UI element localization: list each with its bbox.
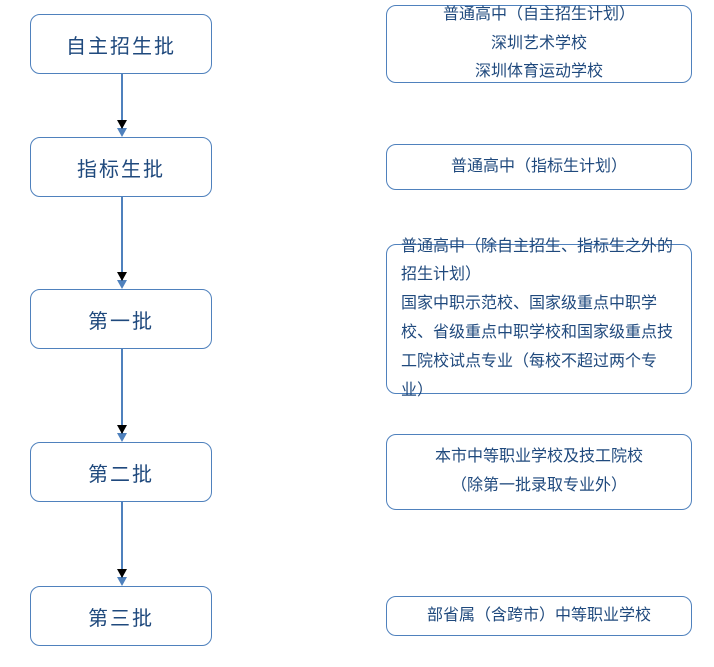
desc-box-0: 普通高中（自主招生计划）深圳艺术学校深圳体育运动学校 xyxy=(386,5,692,83)
flow-arrow-1 xyxy=(121,197,123,280)
stage-box-2: 第一批 xyxy=(30,289,212,349)
stage-label: 指标生批 xyxy=(77,153,165,182)
desc-line: 深圳艺术学校 xyxy=(491,30,587,59)
flow-arrow-2 xyxy=(121,349,123,433)
desc-line: （除第一批录取专业外） xyxy=(451,472,627,501)
flow-arrow-3 xyxy=(121,502,123,577)
desc-box-2: 普通高中（除自主招生、指标生之外的招生计划）国家中职示范校、国家级重点中职学校、… xyxy=(386,244,692,394)
desc-line: 国家中职示范校、国家级重点中职学校、省级重点中职学校和国家级重点技工院校试点专业… xyxy=(401,290,677,405)
desc-line: 普通高中（除自主招生、指标生之外的招生计划） xyxy=(401,233,677,291)
desc-line: 普通高中（指标生计划） xyxy=(451,153,627,182)
desc-box-3: 本市中等职业学校及技工院校（除第一批录取专业外） xyxy=(386,434,692,510)
flow-arrow-0 xyxy=(121,74,123,128)
stage-label: 自主招生批 xyxy=(66,30,176,59)
desc-line: 本市中等职业学校及技工院校 xyxy=(435,443,643,472)
stage-box-0: 自主招生批 xyxy=(30,14,212,74)
stage-label: 第二批 xyxy=(88,458,154,487)
desc-line: 部省属（含跨市）中等职业学校 xyxy=(427,602,651,631)
stage-box-4: 第三批 xyxy=(30,586,212,646)
desc-box-1: 普通高中（指标生计划） xyxy=(386,144,692,190)
desc-box-4: 部省属（含跨市）中等职业学校 xyxy=(386,596,692,636)
stage-box-1: 指标生批 xyxy=(30,137,212,197)
stage-box-3: 第二批 xyxy=(30,442,212,502)
desc-line: 普通高中（自主招生计划） xyxy=(443,1,635,30)
stage-label: 第三批 xyxy=(88,602,154,631)
stage-label: 第一批 xyxy=(88,305,154,334)
desc-line: 深圳体育运动学校 xyxy=(475,58,603,87)
